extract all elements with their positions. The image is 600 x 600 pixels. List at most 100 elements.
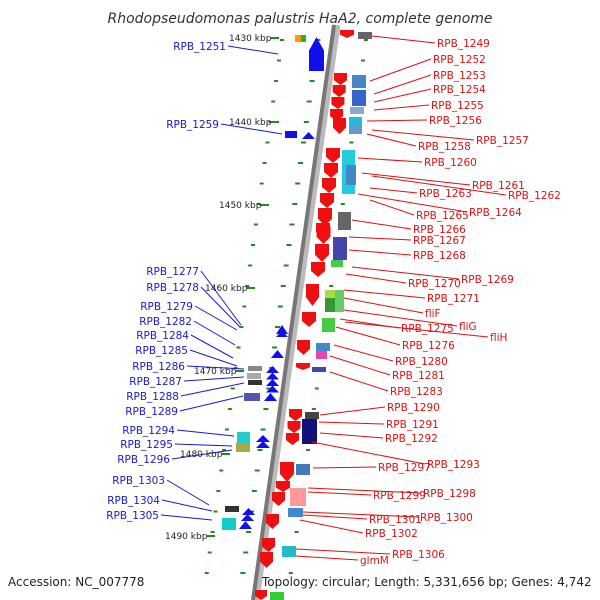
gene-label[interactable]: RPB_1249 xyxy=(437,38,490,50)
kbp-label: 1490 kbp xyxy=(165,532,208,542)
gene-label[interactable]: RPB_1264 xyxy=(469,207,522,219)
gene-block xyxy=(325,290,338,298)
gene-label[interactable]: RPB_1294 xyxy=(122,425,175,437)
forward-gene-arrow xyxy=(276,325,288,334)
gene-label[interactable]: RPB_1305 xyxy=(106,510,159,522)
gene-label[interactable]: RPB_1292 xyxy=(385,433,438,445)
gene-label[interactable]: RPB_1267 xyxy=(413,235,466,247)
gene-label[interactable]: RPB_1271 xyxy=(427,293,480,305)
gene-label[interactable]: RPB_1299 xyxy=(373,490,426,502)
leader-line xyxy=(369,58,432,82)
gene-block xyxy=(285,131,297,138)
leader-line xyxy=(311,441,426,465)
gene-label[interactable]: RPB_1297 xyxy=(378,462,431,474)
gene-label[interactable]: glmM xyxy=(360,555,389,567)
forward-gene-arrow xyxy=(242,508,255,515)
gene-label[interactable]: RPB_1277 xyxy=(146,266,199,278)
gene-block xyxy=(352,90,366,106)
leader-line xyxy=(343,289,426,299)
gene-label[interactable]: RPB_1288 xyxy=(126,391,179,403)
gene-block xyxy=(225,506,239,512)
gene-label[interactable]: RPB_1279 xyxy=(140,301,193,313)
leader-line xyxy=(344,321,489,338)
gene-label[interactable]: RPB_1295 xyxy=(120,439,173,451)
gene-label[interactable]: RPB_1290 xyxy=(387,402,440,414)
gene-label[interactable]: fliH xyxy=(490,332,507,344)
gene-label[interactable]: RPB_1296 xyxy=(117,454,170,466)
gene-label[interactable]: RPB_1257 xyxy=(476,135,529,147)
leader-line xyxy=(335,326,401,346)
gene-label[interactable]: RPB_1298 xyxy=(423,488,476,500)
gene-label[interactable]: RPB_1259 xyxy=(166,119,219,131)
leader-line xyxy=(357,193,468,213)
gene-block xyxy=(346,165,356,185)
leader-line xyxy=(193,320,236,346)
reverse-gene-arrow xyxy=(266,514,279,529)
gene-label[interactable]: fliF xyxy=(425,308,441,320)
gene-label[interactable]: RPB_1289 xyxy=(125,406,178,418)
gene-label[interactable]: RPB_1293 xyxy=(427,459,480,471)
gene-label[interactable]: RPB_1303 xyxy=(112,475,165,487)
reverse-gene-arrow xyxy=(287,421,301,433)
leader-line xyxy=(351,219,412,230)
gene-label[interactable]: RPB_1269 xyxy=(461,274,514,286)
leader-line xyxy=(166,479,210,506)
gene-label[interactable]: RPB_1276 xyxy=(402,340,455,352)
gene-label[interactable]: RPB_1260 xyxy=(424,157,477,169)
gene-label[interactable]: RPB_1285 xyxy=(135,345,188,357)
gene-label[interactable]: RPB_1266 xyxy=(413,224,466,236)
gene-block xyxy=(331,260,343,267)
gene-label[interactable]: RPB_1253 xyxy=(433,70,486,82)
leader-line xyxy=(307,491,372,496)
reverse-gene-arrow xyxy=(326,148,340,163)
gene-label[interactable]: RPB_1280 xyxy=(395,356,448,368)
gene-label[interactable]: fliG xyxy=(459,321,477,333)
gene-label[interactable]: RPB_1284 xyxy=(136,330,189,342)
leader-line xyxy=(179,395,244,412)
genome-backbone xyxy=(251,24,336,600)
gene-block xyxy=(270,592,284,600)
gene-label[interactable]: RPB_1278 xyxy=(146,282,199,294)
gene-label[interactable]: RPB_1287 xyxy=(129,376,182,388)
leader-line xyxy=(200,286,241,328)
gene-label[interactable]: RPB_1275 xyxy=(401,323,454,335)
reverse-gene-arrow xyxy=(262,538,275,552)
leader-line xyxy=(161,499,213,512)
gene-label[interactable]: RPB_1301 xyxy=(369,514,422,526)
reverse-gene-arrow xyxy=(332,85,346,97)
forward-gene-arrow xyxy=(264,393,277,401)
gene-label[interactable]: RPB_1282 xyxy=(139,316,192,328)
gene-label[interactable]: RPB_1251 xyxy=(173,41,226,53)
gene-label[interactable]: RPB_1291 xyxy=(386,419,439,431)
gene-label[interactable]: RPB_1306 xyxy=(392,549,445,561)
gene-label[interactable]: RPB_1254 xyxy=(433,84,486,96)
gene-label[interactable]: RPB_1300 xyxy=(420,512,473,524)
forward-gene-arrow xyxy=(309,37,324,71)
gene-label[interactable]: RPB_1262 xyxy=(508,190,561,202)
leader-line xyxy=(189,349,238,367)
gene-label[interactable]: RPB_1252 xyxy=(433,54,486,66)
gene-label[interactable]: RPB_1263 xyxy=(419,188,472,200)
gene-block xyxy=(316,343,330,351)
forward-gene-arrow xyxy=(266,366,279,373)
gene-label[interactable]: RPB_1268 xyxy=(413,250,466,262)
gene-label[interactable]: RPB_1261 xyxy=(472,180,525,192)
gene-label[interactable]: RPB_1286 xyxy=(132,361,185,373)
gene-label[interactable]: RPB_1283 xyxy=(390,386,443,398)
gene-block xyxy=(244,393,260,401)
leader-line xyxy=(333,344,394,362)
gene-label[interactable]: RPB_1258 xyxy=(418,141,471,153)
leader-line xyxy=(174,443,233,447)
gene-label[interactable]: RPB_1270 xyxy=(408,278,461,290)
leader-line xyxy=(357,157,423,163)
gene-label[interactable]: RPB_1281 xyxy=(392,370,445,382)
reverse-gene-arrow xyxy=(276,481,290,492)
gene-label[interactable]: RPB_1304 xyxy=(107,495,160,507)
gene-label[interactable]: RPB_1255 xyxy=(431,100,484,112)
gene-label[interactable]: RPB_1302 xyxy=(365,528,418,540)
reverse-gene-arrow xyxy=(286,433,299,445)
gene-label[interactable]: RPB_1256 xyxy=(429,115,482,127)
gene-block xyxy=(312,367,326,372)
genome-title: Rhodopseudomonas palustris HaA2, complet… xyxy=(107,11,492,27)
gene-label[interactable]: RPB_1265 xyxy=(416,210,469,222)
